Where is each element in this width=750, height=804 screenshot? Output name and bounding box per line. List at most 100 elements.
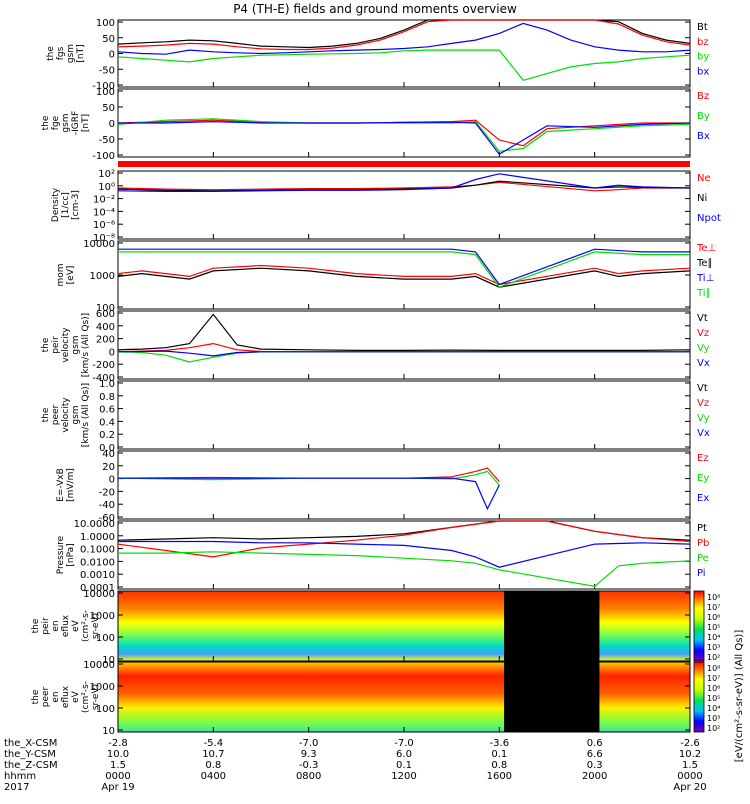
y-tick-label: 0.0001 [80, 583, 115, 594]
panel-5: 600 400 2000 -200 -400 the peir velocity gsm [km/… [41, 309, 710, 384]
y-tick-label: 1000 [90, 271, 115, 282]
x-tick-label: 10.0 [107, 749, 129, 760]
series-Ti⊥ [118, 248, 690, 286]
legend-entry: By [697, 111, 710, 122]
series-Te∥ [117, 267, 691, 288]
y-tick-label: 10.0000 [74, 519, 115, 530]
series-Ne [117, 181, 690, 192]
y-axis-label: sr-eV) [91, 613, 101, 639]
y-axis-label: peer [51, 404, 61, 425]
data-quality-bar [118, 161, 690, 167]
legend-entry: Ni [697, 193, 707, 204]
y-tick-label: 10000 [83, 239, 115, 250]
y-tick-label: 1000 [90, 611, 115, 622]
series-Te⊥ [117, 264, 691, 286]
colorbar-tick: 10⁶ [707, 684, 720, 693]
series-Pi [118, 540, 691, 568]
series-Bz [117, 119, 690, 147]
y-axis-label: the [41, 115, 51, 130]
y-axis-label: the [46, 46, 56, 61]
panel-frame [117, 170, 691, 240]
y-tick-label: 20 [102, 462, 115, 473]
y-axis-label: (cm²-s- [81, 681, 91, 713]
x-row-label: 2017 [4, 782, 29, 793]
series-Npot [117, 173, 691, 192]
panel-8: 10.0000 1.0000 0.10000.0100 0.0010 0.0001 Pre… [56, 519, 709, 594]
series-Vy [117, 351, 690, 363]
y-axis-label: eflux [61, 685, 71, 708]
x-tick-label: Apr 19 [101, 782, 134, 793]
y-tick-label: 200 [96, 335, 115, 346]
y-tick-label: 100 [96, 303, 115, 314]
legend-entry: bz [697, 37, 709, 48]
series-Ex [118, 477, 500, 511]
x-tick-label: -2.6 [680, 738, 700, 749]
legend-entry: Vy [697, 343, 710, 354]
y-tick-label: 1000 [90, 682, 115, 693]
y-axis-label: eV [71, 619, 81, 632]
y-tick-label: 0.4 [99, 417, 115, 428]
colorbar-tick: 10⁵ [707, 694, 720, 703]
data-gap [504, 591, 600, 661]
y-tick-label: 0.2 [99, 430, 115, 441]
colorbar-tick: 10⁸ [707, 664, 720, 673]
x-tick-label: 1600 [487, 771, 512, 782]
y-axis-label: fge [51, 115, 61, 130]
y-tick-label: -100 [92, 81, 115, 92]
legend-entry: Ne [697, 173, 711, 184]
series-by [117, 49, 691, 81]
y-axis-label: the [31, 689, 41, 704]
x-tick-label: 0.1 [491, 749, 507, 760]
x-tick-label: 1200 [391, 771, 416, 782]
x-row-label: hhmm [4, 771, 36, 782]
x-tick-label: 0.8 [491, 760, 507, 771]
x-tick-label: -2.8 [108, 738, 128, 749]
colorbar-tick: 10⁷ [707, 603, 720, 612]
legend-entry: Pi [697, 568, 706, 579]
y-axis-label: the [41, 337, 51, 352]
panel-frame [117, 380, 691, 450]
y-axis-label: [eV] [66, 266, 76, 285]
y-tick-label: 10⁻² [93, 195, 115, 206]
x-tick-label: -7.0 [299, 738, 319, 749]
y-axis-label: [mV/m] [66, 468, 76, 502]
y-tick-label: 0.0100 [80, 557, 115, 568]
x-tick-label: 2000 [582, 771, 607, 782]
series-bx [117, 22, 691, 55]
y-tick-label: 100 [96, 633, 115, 644]
legend-entry: Ey [697, 473, 709, 484]
y-axis-label: gsm [66, 44, 76, 63]
y-axis-label: gsm [61, 113, 71, 132]
y-tick-label: 0.0010 [80, 570, 115, 581]
y-tick-label: 10⁻⁴ [93, 207, 115, 218]
y-axis-label: peer [41, 686, 51, 707]
y-tick-label: 0 [109, 119, 115, 130]
y-axis-label: gsm [71, 405, 81, 424]
x-axis-labels: the_X-CSM -2.8 -5.4 -7.0 -7.0 -3.6 0.6 -2.6 the_… [4, 738, 707, 793]
y-axis-label: peir [41, 617, 51, 635]
spectrogram-1 [118, 591, 690, 661]
legend-entry: by [697, 52, 709, 63]
series-Bx [118, 120, 691, 155]
y-axis-label: [nT] [81, 114, 91, 132]
x-tick-label: Apr 20 [673, 782, 706, 793]
series-bz [117, 19, 691, 51]
y-axis-label: [nT] [76, 44, 86, 62]
y-tick-label: 1.0000 [80, 532, 115, 543]
y-axis-label: fgs [56, 46, 66, 60]
x-tick-label: -3.6 [490, 738, 510, 749]
data-gap [504, 662, 600, 732]
colorbar-tick: 10⁵ [707, 623, 720, 632]
y-axis-label: [km/s (All Qs)] [81, 383, 91, 447]
y-axis-label: E=-VxB [56, 468, 66, 502]
x-tick-label: 0.1 [396, 760, 412, 771]
x-tick-label: 6.6 [587, 749, 603, 760]
legend-entry: Vy [697, 413, 710, 424]
series-Pb [117, 520, 691, 558]
y-axis-label: [cm-3] [71, 190, 81, 220]
legend-entry: Ex [697, 493, 709, 504]
y-axis-label: eflux [61, 614, 71, 637]
y-tick-label: 40 [102, 449, 115, 460]
